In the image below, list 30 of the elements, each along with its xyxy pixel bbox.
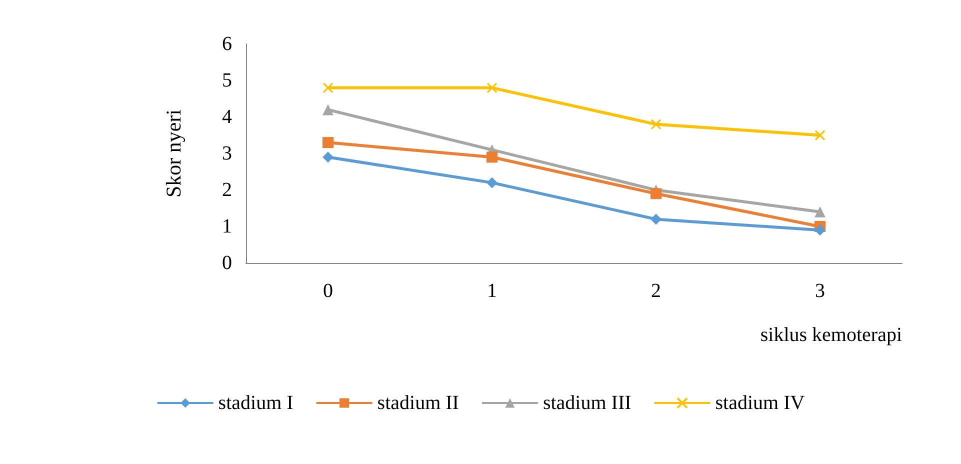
y-tick-label: 0 [222,252,232,274]
point [486,82,498,94]
y-tick-label: 2 [222,179,232,201]
point [486,177,498,188]
legend-label: stadium I [218,392,294,414]
y-tick-label: 3 [222,142,232,164]
x-axis-title: siklus kemoterapi [760,324,902,346]
point [486,152,498,163]
point [322,82,334,94]
y-axis-title: Skor nyeri [162,109,186,198]
point [814,206,826,218]
y-tick-label: 4 [222,106,232,128]
x-tick-label: 3 [815,280,825,302]
legend-label: stadium II [377,392,459,414]
point [322,137,334,148]
x-tick-label: 2 [651,280,661,302]
point [650,188,662,200]
x-tick-label: 1 [487,280,497,302]
point [650,214,662,225]
y-tick-label: 6 [222,33,232,55]
x-tick-label: 0 [323,280,333,302]
point [814,130,826,141]
point [322,104,334,116]
y-tick-label: 5 [222,70,232,92]
point [814,224,826,236]
legend-label: stadium III [542,392,632,414]
point [322,152,334,163]
legend-label: stadium IV [715,392,806,414]
point [650,119,662,130]
y-tick-label: 1 [222,216,232,238]
